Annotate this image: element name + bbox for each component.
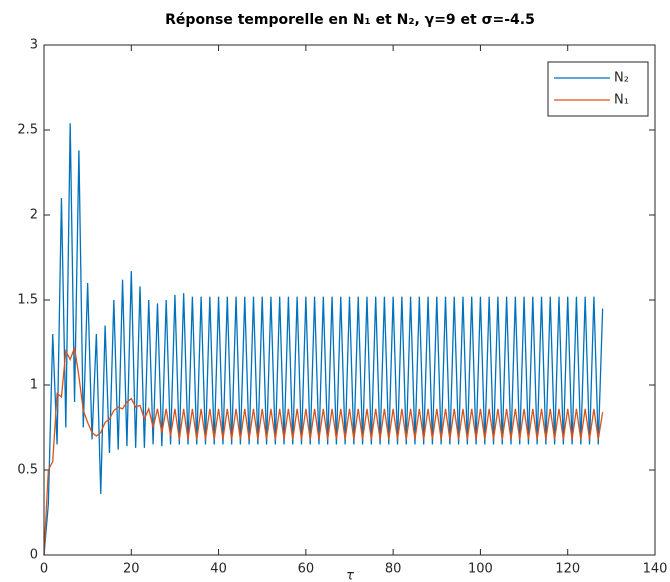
y-tick-label: 0.5 — [17, 463, 38, 478]
x-tick-label: 100 — [468, 562, 493, 577]
y-tick-label: 0 — [30, 548, 38, 563]
x-axis-label: τ — [346, 569, 354, 582]
y-tick-label: 2 — [30, 208, 38, 223]
x-tick-label: 80 — [385, 562, 402, 577]
y-tick-label: 1.5 — [17, 293, 38, 308]
chart-title: Réponse temporelle en N₁ et N₂, γ=9 et σ… — [165, 12, 535, 28]
x-tick-label: 140 — [643, 562, 668, 577]
y-tick-label: 3 — [30, 38, 38, 53]
legend-label: N₂ — [614, 71, 629, 86]
x-tick-label: 20 — [123, 562, 140, 577]
x-tick-label: 120 — [555, 562, 580, 577]
x-tick-label: 0 — [40, 562, 48, 577]
axes-box — [43, 44, 656, 556]
legend-label: N₁ — [614, 93, 629, 108]
line-series — [43, 347, 604, 556]
y-tick-label: 1 — [30, 378, 38, 393]
x-tick-label: 40 — [210, 562, 227, 577]
y-tick-label: 2.5 — [17, 123, 38, 138]
x-tick-label: 60 — [298, 562, 315, 577]
line-series — [43, 123, 604, 556]
legend-box — [547, 61, 649, 117]
